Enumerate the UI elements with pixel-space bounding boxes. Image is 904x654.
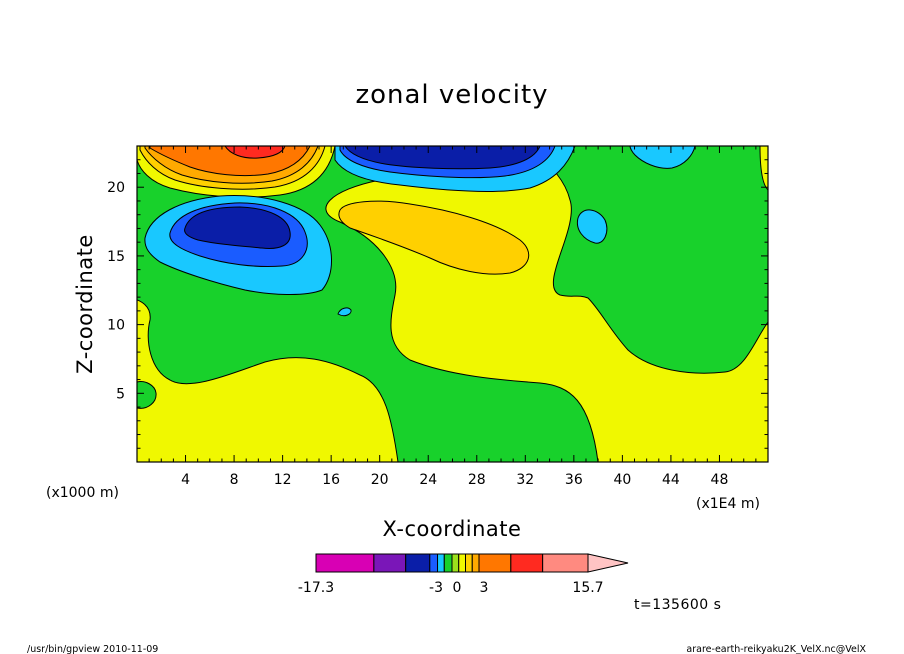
colorbar-extend-max (587, 553, 629, 573)
colorbar-segment (405, 553, 431, 573)
colorbar-label: 15.7 (572, 580, 603, 596)
colorbar-label: -3 (429, 580, 443, 596)
x-tick-label: 36 (565, 472, 583, 488)
y-tick-label: 5 (116, 386, 125, 402)
colorbar-segment (429, 553, 439, 573)
x-axis-label: X-coordinate (383, 517, 522, 541)
time-label: t=135600 s (634, 597, 721, 613)
contour-band-gold-mid (338, 200, 530, 275)
y-axis-label: Z-coordinate (73, 234, 97, 374)
contour-band-green-small (137, 381, 157, 409)
x-tick-label: 44 (662, 472, 680, 488)
colorbar-segment (443, 553, 453, 573)
y-tick-label: 15 (107, 249, 125, 265)
x-axis-unit: (x1E4 m) (696, 496, 760, 512)
contour-plot (136, 145, 769, 463)
x-tick-label: 12 (274, 472, 292, 488)
colorbar-segment (471, 553, 480, 573)
colorbar-segment (437, 553, 445, 573)
chart-title: zonal velocity (355, 80, 548, 110)
colorbar-label: 3 (480, 580, 489, 596)
contour-band-cyan-dot (337, 307, 352, 317)
colorbar-segment (542, 553, 589, 573)
x-tick-label: 40 (613, 472, 631, 488)
colorbar-segment (478, 553, 512, 573)
x-tick-label: 48 (711, 472, 729, 488)
y-tick-label: 10 (107, 318, 125, 334)
colorbar-segment (465, 553, 473, 573)
footer-left: /usr/bin/gpview 2010-11-09 (27, 644, 158, 654)
x-tick-label: 8 (230, 472, 239, 488)
colorbar-labels: -17.3 -3 0 3 15.7 (298, 580, 604, 596)
x-axis-ticks: 4 8 12 16 20 24 28 32 36 40 44 48 (148, 146, 757, 488)
colorbar-segment (458, 553, 467, 573)
x-tick-label: 4 (181, 472, 190, 488)
contour-band-yellow-rightedge (759, 146, 768, 191)
colorbar-segment (451, 553, 460, 573)
contour-band-navy-midleft (184, 206, 291, 249)
colorbar-label: -17.3 (298, 580, 334, 596)
x-tick-label: 24 (419, 472, 437, 488)
x-tick-label: 16 (322, 472, 340, 488)
contour-band-navy-top (344, 146, 541, 170)
colorbar-label: 0 (453, 580, 462, 596)
colorbar-segment (373, 553, 407, 573)
footer-right: arare-earth-reikyaku2K_VelX.nc@VelX (686, 644, 866, 654)
y-axis-unit: (x1000 m) (46, 485, 119, 501)
y-axis-ticks: 5 10 15 20 (107, 159, 768, 449)
x-tick-label: 28 (468, 472, 486, 488)
contour-band-cyan-topright (629, 146, 696, 169)
y-tick-label: 20 (107, 180, 125, 196)
colorbar-segment (315, 553, 375, 573)
colorbar-segment (510, 553, 544, 573)
colorbar (315, 553, 629, 573)
x-tick-label: 20 (371, 472, 389, 488)
contour-band-cyan-right (576, 209, 608, 244)
x-tick-label: 32 (516, 472, 534, 488)
